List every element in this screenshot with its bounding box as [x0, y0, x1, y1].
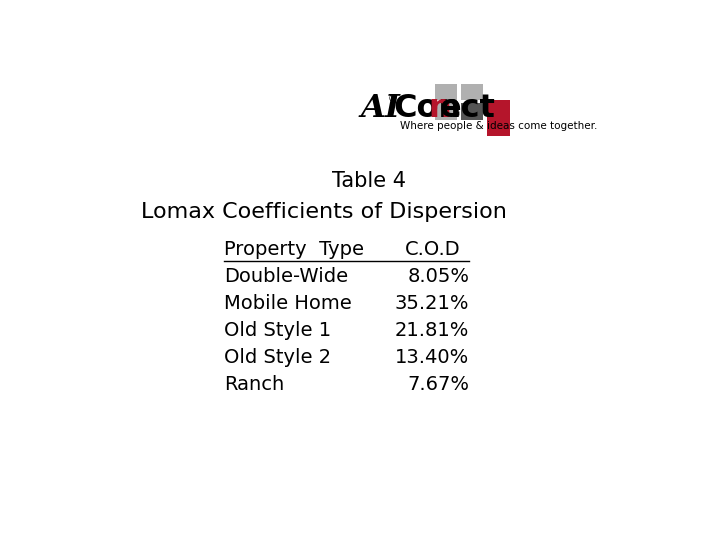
Text: Con: Con — [393, 93, 462, 124]
Text: ect: ect — [440, 93, 496, 124]
Bar — [435, 103, 457, 120]
Bar — [461, 84, 483, 100]
Text: AI: AI — [361, 93, 400, 124]
Text: Lomax Coefficients of Dispersion: Lomax Coefficients of Dispersion — [141, 202, 508, 222]
Bar — [487, 100, 510, 136]
Text: 21.81%: 21.81% — [395, 321, 469, 340]
Text: Old Style 1: Old Style 1 — [224, 321, 331, 340]
Bar — [461, 103, 483, 120]
Text: Property  Type: Property Type — [224, 240, 364, 259]
Text: Ranch: Ranch — [224, 375, 284, 394]
Text: 35.21%: 35.21% — [395, 294, 469, 313]
Text: Mobile Home: Mobile Home — [224, 294, 351, 313]
Text: ®: ® — [387, 94, 397, 104]
Text: 13.40%: 13.40% — [395, 348, 469, 367]
Text: Table 4: Table 4 — [332, 171, 406, 191]
Text: 8.05%: 8.05% — [408, 267, 469, 286]
Bar — [435, 84, 457, 100]
Text: n: n — [428, 93, 451, 124]
Text: Double-Wide: Double-Wide — [224, 267, 348, 286]
Text: Old Style 2: Old Style 2 — [224, 348, 331, 367]
Text: C.O.D: C.O.D — [405, 240, 461, 259]
Text: 7.67%: 7.67% — [408, 375, 469, 394]
Text: Where people & ideas come together.: Where people & ideas come together. — [400, 121, 597, 131]
